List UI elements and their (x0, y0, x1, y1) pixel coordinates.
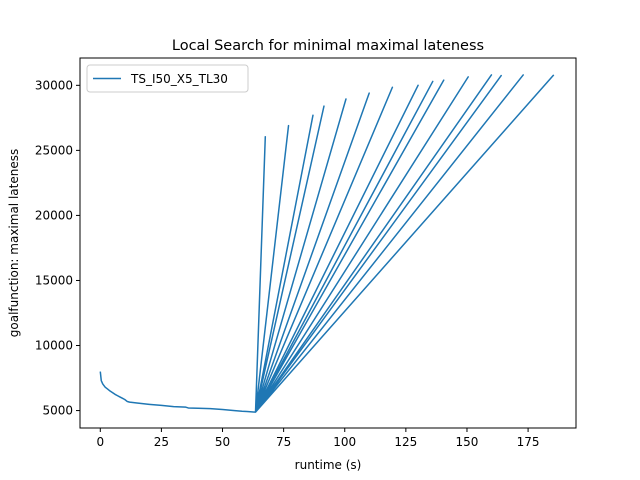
y-tick-label: 25000 (35, 143, 73, 157)
series-line (99, 74, 555, 413)
y-tick-label: 15000 (35, 273, 73, 287)
x-tick-label: 75 (276, 435, 291, 449)
x-axis: 0 25 50 75 100 125 150 175 (96, 428, 540, 449)
x-tick-label: 150 (456, 435, 479, 449)
axes-frame (79, 57, 577, 429)
legend: TS_I50_X5_TL30 (86, 64, 249, 93)
x-tick-label: 25 (154, 435, 169, 449)
x-tick-label: 100 (333, 435, 356, 449)
y-tick-label: 30000 (35, 78, 73, 92)
plot-area (99, 74, 555, 413)
y-tick-label: 10000 (35, 339, 73, 353)
x-tick-label: 0 (96, 435, 104, 449)
y-axis: 5000 10000 15000 20000 25000 30000 (35, 78, 80, 418)
x-axis-label: runtime (s) (295, 458, 362, 472)
legend-box (86, 64, 249, 93)
y-tick-label: 20000 (35, 208, 73, 222)
x-tick-label: 175 (517, 435, 540, 449)
y-tick-label: 5000 (42, 404, 73, 418)
chart-title: Local Search for minimal maximal latenes… (172, 38, 484, 54)
y-axis-label: goalfunction: maximal lateness (7, 149, 21, 337)
legend-label: TS_I50_X5_TL30 (130, 72, 228, 86)
x-tick-label: 50 (215, 435, 230, 449)
x-tick-label: 125 (394, 435, 417, 449)
